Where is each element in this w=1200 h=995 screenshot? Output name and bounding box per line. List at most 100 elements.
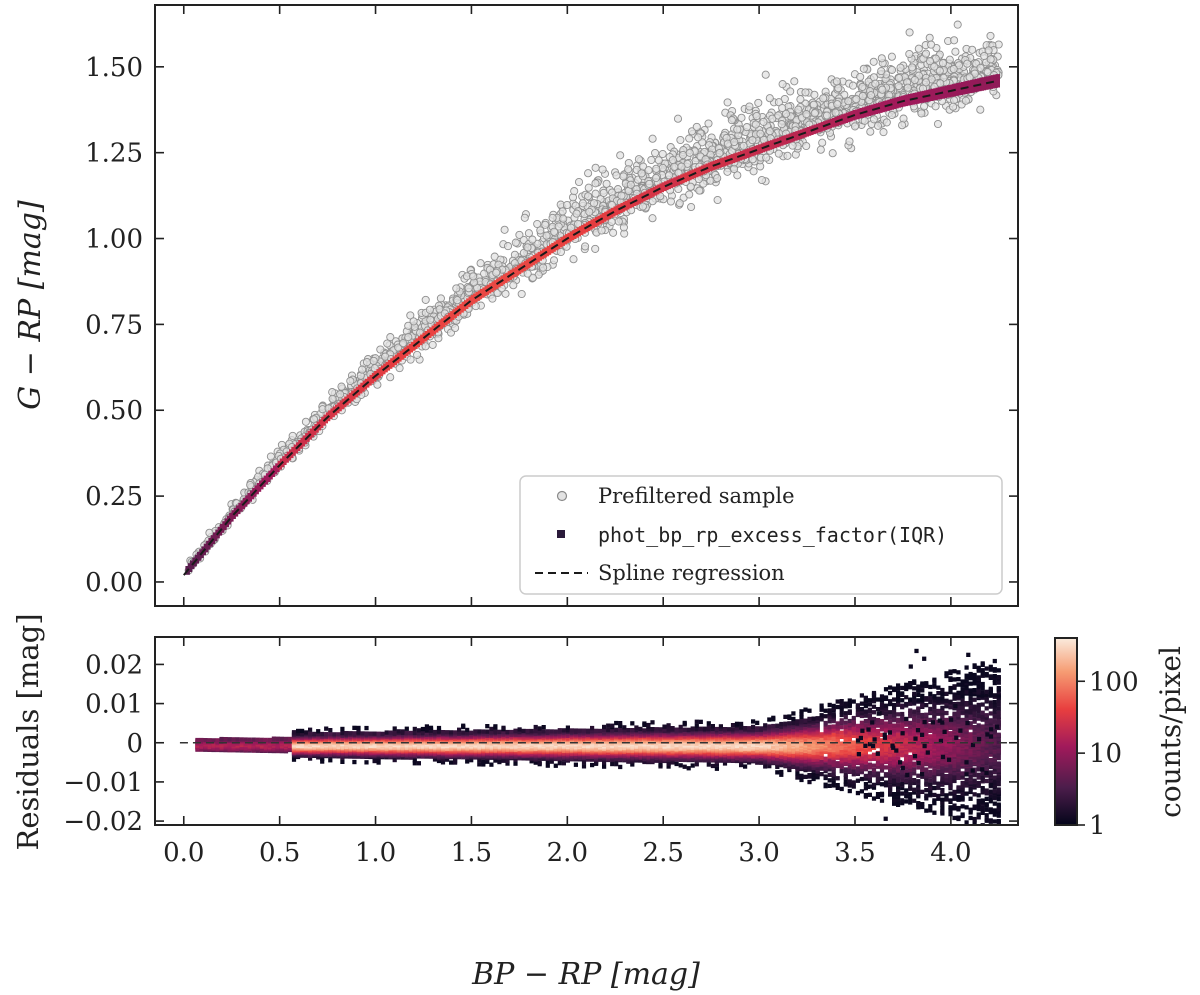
top-y-axis-label: G − RP [mag] bbox=[13, 200, 48, 410]
legend: Prefiltered sample phot_bp_rp_excess_fac… bbox=[519, 475, 1003, 595]
prefiltered-point bbox=[980, 51, 989, 61]
prefiltered-point bbox=[488, 294, 497, 303]
heatmap-cell bbox=[541, 725, 546, 730]
prefiltered-point bbox=[831, 108, 840, 117]
prefiltered-point bbox=[554, 222, 563, 231]
excess-factor-point bbox=[493, 280, 499, 289]
prefiltered-point bbox=[927, 40, 936, 49]
heatmap-cell bbox=[324, 726, 329, 731]
heatmap-cell bbox=[316, 731, 321, 737]
heatmap-cell bbox=[533, 724, 538, 730]
heatmap-cell bbox=[271, 736, 276, 741]
heatmap-cell bbox=[469, 758, 474, 763]
excess-factor-point bbox=[578, 226, 584, 235]
prefiltered-point bbox=[634, 155, 643, 164]
heatmap-cell bbox=[581, 728, 587, 733]
heatmap-cell bbox=[465, 727, 470, 733]
prefiltered-point bbox=[976, 63, 985, 72]
prefiltered-point bbox=[581, 242, 590, 251]
excess-factor-point bbox=[804, 127, 809, 137]
heatmap-cell bbox=[598, 728, 603, 734]
excess-factor-point bbox=[781, 136, 786, 145]
prefiltered-point bbox=[765, 94, 774, 103]
excess-factor-point bbox=[282, 456, 287, 465]
excess-factor-point bbox=[981, 77, 987, 91]
legend-label-prefiltered: Prefiltered sample bbox=[598, 484, 795, 508]
heatmap-cell bbox=[670, 726, 675, 731]
prefiltered-point bbox=[409, 317, 418, 326]
heatmap-cell bbox=[505, 729, 510, 735]
prefiltered-point bbox=[358, 365, 367, 374]
excess-factor-point bbox=[866, 105, 872, 116]
heatmap-cell bbox=[690, 726, 695, 731]
heatmap-cell bbox=[372, 758, 377, 764]
excess-factor-point bbox=[795, 131, 800, 140]
prefiltered-point bbox=[524, 229, 533, 238]
prefiltered-point bbox=[536, 226, 545, 235]
excess-factor-point bbox=[546, 246, 552, 255]
excess-factor-point bbox=[337, 402, 342, 412]
excess-factor-point bbox=[302, 435, 308, 445]
excess-factor-point bbox=[721, 157, 727, 167]
prefiltered-point bbox=[749, 167, 758, 176]
excess-factor-point bbox=[263, 475, 269, 485]
prefiltered-point bbox=[652, 164, 661, 173]
heatmap-cell bbox=[537, 760, 542, 765]
heatmap-cell bbox=[529, 728, 534, 734]
heatmap-cell bbox=[565, 725, 570, 730]
heatmap-cell bbox=[255, 737, 260, 742]
prefiltered-point bbox=[845, 137, 854, 146]
prefiltered-point bbox=[737, 113, 746, 122]
prefiltered-point bbox=[903, 83, 912, 92]
heatmap-cell bbox=[594, 728, 599, 733]
prefiltered-point bbox=[533, 239, 542, 248]
prefiltered-point bbox=[558, 207, 567, 216]
prefiltered-point bbox=[523, 243, 532, 252]
prefiltered-point bbox=[752, 111, 761, 121]
prefiltered-point bbox=[931, 102, 940, 111]
heatmap-cell bbox=[195, 737, 200, 743]
excess-factor-point bbox=[806, 127, 812, 136]
prefiltered-point bbox=[500, 225, 509, 234]
heatmap-cell bbox=[489, 729, 494, 734]
prefiltered-point bbox=[866, 127, 875, 136]
prefiltered-point bbox=[373, 380, 382, 389]
prefiltered-point bbox=[930, 62, 939, 71]
heatmap-cell bbox=[449, 730, 454, 735]
heatmap-cell bbox=[420, 726, 425, 732]
heatmap-cell bbox=[658, 727, 663, 732]
excess-factor-point bbox=[843, 113, 849, 123]
prefiltered-point bbox=[476, 259, 485, 268]
heatmap-cell bbox=[682, 764, 687, 769]
heatmap-cell bbox=[602, 727, 607, 732]
prefiltered-point bbox=[599, 188, 608, 197]
excess-factor-point bbox=[555, 240, 561, 249]
heatmap-cell bbox=[493, 729, 498, 734]
prefiltered-point bbox=[421, 295, 430, 304]
prefiltered-point bbox=[925, 33, 934, 42]
residuals-heatmap bbox=[195, 648, 1001, 825]
heatmap-cell bbox=[666, 761, 671, 766]
excess-factor-point bbox=[954, 83, 959, 96]
prefiltered-point bbox=[383, 339, 392, 348]
heatmap-cell bbox=[634, 725, 639, 730]
heatmap-cell bbox=[489, 762, 494, 767]
excess-factor-point bbox=[878, 102, 883, 113]
excess-factor-point bbox=[537, 251, 542, 261]
heatmap-cell bbox=[328, 732, 333, 737]
excess-factor-point bbox=[468, 296, 473, 306]
heatmap-cell bbox=[650, 727, 655, 732]
prefiltered-point bbox=[464, 284, 473, 293]
heatmap-cell bbox=[674, 761, 679, 767]
excess-factor-point bbox=[459, 303, 464, 313]
excess-factor-point bbox=[894, 97, 899, 109]
prefiltered-point bbox=[376, 345, 385, 354]
heatmap-cell bbox=[606, 727, 611, 732]
prefiltered-point bbox=[774, 149, 783, 158]
excess-factor-point bbox=[627, 199, 632, 209]
prefiltered-point bbox=[965, 73, 974, 82]
spline-regression-line bbox=[183, 80, 998, 576]
prefiltered-point bbox=[670, 162, 679, 171]
heatmap-cell bbox=[585, 728, 591, 733]
prefiltered-point bbox=[644, 166, 653, 175]
